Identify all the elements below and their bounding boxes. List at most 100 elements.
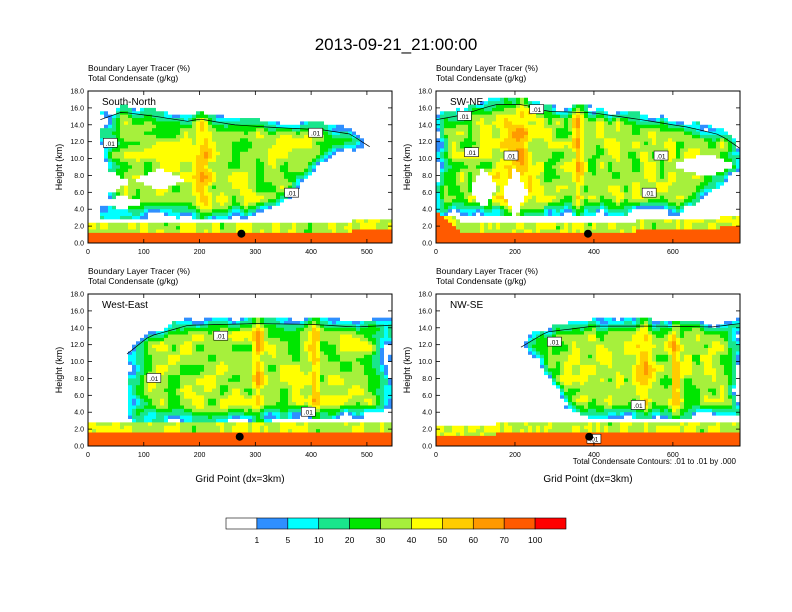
heatmap-cell [236,94,241,99]
heatmap-cell [276,232,281,237]
heatmap-cell [132,168,137,173]
heatmap-cell [540,94,545,99]
heatmap-cell [372,172,377,176]
panels: Boundary Layer Tracer (%)Total Condensat… [54,63,741,485]
heatmap-cell [388,118,392,122]
heatmap-cell [280,226,285,230]
heatmap-cell [248,114,253,119]
heatmap-cell [232,155,237,160]
heatmap-cell [228,209,233,214]
heatmap-cell [164,212,169,217]
heatmap-cell [536,188,541,193]
heatmap-cell [272,175,277,180]
heatmap-cell [216,232,221,237]
heatmap-cell [240,168,245,173]
heatmap-cell [96,165,101,170]
heatmap-cell [276,172,281,176]
heatmap-cell [468,175,473,180]
heatmap-cell [524,91,529,95]
heatmap-cell [380,175,385,180]
heatmap-cell [460,91,465,95]
heatmap-cell [96,178,101,183]
heatmap-cell [492,168,497,173]
heatmap-cell [264,118,269,122]
heatmap-cell [308,226,313,230]
heatmap-cell [112,107,117,112]
heatmap-cell [312,188,317,193]
heatmap-cell [544,118,549,122]
heatmap-cell [100,114,105,119]
heatmap-cell [208,94,213,99]
heatmap-cell [92,192,97,197]
heatmap-cell [484,199,489,203]
heatmap-cell [456,97,461,102]
heatmap-cell [248,111,253,116]
heatmap-cell [224,232,229,237]
heatmap-cell [148,212,153,217]
heatmap-cell [180,219,185,224]
heatmap-cell [324,155,329,160]
heatmap-cell [164,188,169,193]
heatmap-cell [260,215,265,220]
heatmap-cell [164,114,169,119]
heatmap-cell [296,121,301,126]
heatmap-cell [532,205,537,210]
heatmap-cell [112,175,117,180]
heatmap-cell [160,199,165,203]
heatmap-cell [100,188,105,193]
heatmap-cell [188,118,193,122]
heatmap-cell [116,229,121,234]
heatmap-cell [320,178,325,183]
heatmap-cell [368,192,373,197]
heatmap-cell [352,148,357,153]
heatmap-cell [308,161,313,166]
heatmap-cell [336,192,341,197]
heatmap-cell [280,118,285,122]
heatmap-cell [212,155,217,160]
heatmap-cell [376,178,381,183]
heatmap-cell [292,185,297,190]
heatmap-cell [184,185,189,190]
heatmap-cell [348,172,353,176]
heatmap-cell [568,155,573,160]
heatmap-cell [200,158,205,163]
heatmap-cell [176,151,181,156]
heatmap-cell [480,118,485,122]
heatmap-cell [224,172,229,176]
heatmap-cell [344,222,349,227]
heatmap-cell [88,172,93,176]
heatmap-cell [324,232,329,237]
heatmap-cell [268,94,273,99]
heatmap-cell [352,138,357,143]
heatmap-cell [568,145,573,149]
heatmap-cell [192,192,197,197]
heatmap-cell [496,138,501,143]
heatmap-cell [436,215,441,220]
heatmap-cell [508,138,513,143]
heatmap-cell [492,114,497,119]
heatmap-cell [444,138,449,143]
heatmap-cell [496,178,501,183]
heatmap-cell [556,114,561,119]
heatmap-cell [444,134,449,139]
heatmap-cell [560,107,565,112]
heatmap-cell [504,141,509,146]
heatmap-cell [216,111,221,116]
heatmap-cell [524,97,529,102]
heatmap-cell [324,138,329,143]
heatmap-cell [312,202,317,207]
heatmap-cell [356,165,361,170]
heatmap-cell [308,229,313,234]
heatmap-cell [268,212,273,217]
heatmap-cell [388,175,392,180]
heatmap-cell [256,219,261,224]
heatmap-cell [160,226,165,230]
heatmap-cell [308,141,313,146]
heatmap-cell [240,199,245,203]
heatmap-cell [348,212,353,217]
heatmap-cell [332,134,337,139]
heatmap-cell [564,151,569,156]
heatmap-cell [528,226,533,230]
heatmap-cell [140,97,145,102]
heatmap-cell [568,172,573,176]
